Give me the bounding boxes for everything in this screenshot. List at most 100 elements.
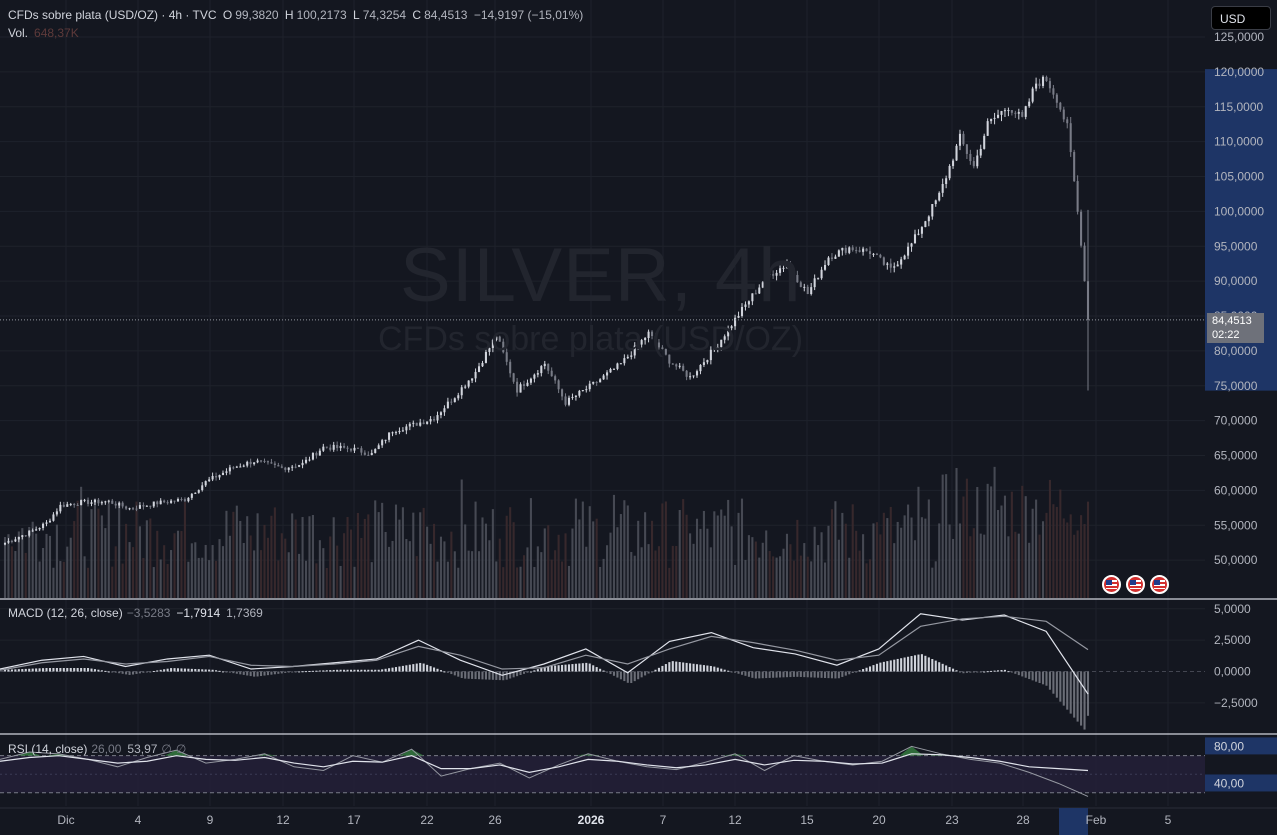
macd-histogram-bar [813,671,816,678]
volume-bar [806,556,809,598]
macd-histogram-bar [529,671,532,673]
us-flag-icon[interactable] [1102,575,1121,594]
volume-bar [277,560,280,598]
macd-signal-value: 1,7369 [226,606,263,620]
candle-body [280,466,283,468]
macd-histogram-bar [775,671,778,678]
volume-bar [356,512,359,598]
candle-body [606,372,609,376]
volume-bar [107,504,110,598]
macd-histogram-bar [66,668,69,672]
close-key: C [412,8,422,22]
volume-bar [14,551,17,598]
macd-histogram-bar [31,668,34,672]
candle-body [1031,88,1034,102]
volume-bar [1052,504,1055,598]
volume-bar [377,512,380,598]
symbol-title[interactable]: CFDs sobre plata (USD/OZ) · 4h · TVC [8,8,217,22]
volume-bar [433,523,436,598]
rsi-extra-1: ∅ [161,742,172,756]
macd-histogram-bar [232,671,235,674]
macd-histogram-bar [3,669,7,672]
candle-body [439,412,443,416]
macd-histogram-bar [675,661,678,672]
candle-body [100,502,103,504]
macd-histogram-bar [176,668,180,672]
volume-bar [363,518,366,598]
candle-body [422,422,425,424]
volume-bar [218,539,221,598]
candle-body [48,520,52,523]
volume-legend[interactable]: Vol. 648,37K [8,26,79,40]
candle-body [619,363,622,365]
candle-body [862,248,865,252]
price-tick-label: 55,0000 [1214,518,1258,532]
volume-bar [298,553,301,598]
volume-bar [488,540,491,598]
volume-bar [664,501,667,598]
currency-button[interactable]: USD [1211,6,1271,30]
us-flag-icon[interactable] [1126,575,1145,594]
time-tick-label: 9 [207,813,214,827]
rsi-overbought-fill [17,751,42,756]
macd-histogram-bar [138,671,141,674]
volume-bar [644,512,647,598]
candle-body [817,278,820,280]
candle-body [336,444,339,449]
volume-bar [62,561,65,598]
macd-histogram-bar [983,671,986,673]
volume-bar [997,510,1000,598]
volume-bar [827,525,830,598]
candle-body [813,278,816,288]
macd-histogram-bar [997,670,1000,672]
macd-histogram-bar [962,671,965,674]
volume-bar [232,511,235,598]
macd-legend[interactable]: MACD (12, 26, close) −3,5283 −1,7914 1,7369 [8,606,263,620]
volume-bar [955,467,958,598]
candle-body [260,460,263,462]
candle-body [491,339,494,348]
macd-histogram-bar [298,671,301,673]
volume-bar [941,474,944,598]
candle-body [668,354,671,364]
candle-body [983,135,986,149]
candle-body [685,370,688,377]
volume-bar [734,564,737,598]
macd-histogram-bar [972,671,975,673]
volume-bar [654,550,657,598]
volume-bar [173,533,176,598]
macd-histogram-bar [640,671,643,678]
macd-histogram-bar [42,668,45,672]
candle-body [882,257,885,265]
macd-histogram-bar [647,671,650,674]
macd-histogram-bar [592,665,595,672]
volume-bar [3,537,7,598]
macd-histogram-bar [381,669,384,672]
macd-histogram-bar [73,668,76,672]
candle-body [803,286,806,288]
candle-body [135,508,138,510]
volume-bar [592,521,595,598]
rsi-legend[interactable]: RSI (14, close) 26,00 53,97 ∅ ∅ [8,742,186,756]
us-flag-icon[interactable] [1150,575,1169,594]
macd-histogram-bar [339,669,342,672]
candle-body [893,266,896,268]
macd-histogram-bar [280,671,283,674]
macd-histogram-bar [436,668,439,672]
candle-body [737,315,740,318]
candle-body [225,471,228,473]
macd-histogram-bar [135,671,138,674]
macd-histogram-bar [619,671,622,680]
candle-body [304,459,308,463]
macd-histogram-bar [820,671,823,678]
volume-bar [246,516,249,598]
candle-body [727,328,730,337]
volume-bar [633,555,636,598]
macd-histogram-bar [439,670,443,672]
macd-histogram-bar [630,671,633,684]
volume-bar [197,557,200,598]
macd-histogram-bar [446,671,449,673]
candle-body [903,255,906,260]
